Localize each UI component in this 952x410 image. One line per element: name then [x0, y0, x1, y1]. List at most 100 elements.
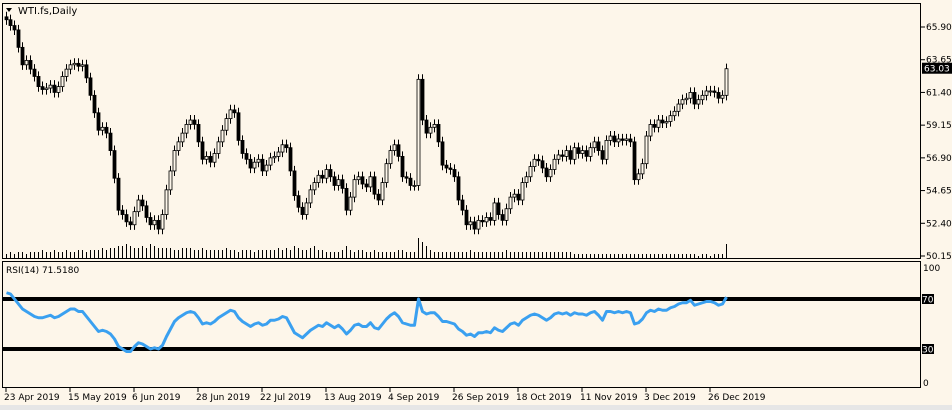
candle-bullish — [504, 208, 509, 221]
candle-bearish — [236, 112, 241, 141]
candle-bearish — [420, 78, 425, 121]
candle-bearish — [692, 92, 697, 105]
candle-bullish — [336, 179, 341, 186]
candle-bullish — [152, 219, 157, 226]
candle-bullish — [180, 132, 185, 143]
time-tick-label: 26 Dec 2019 — [708, 393, 766, 403]
candle-bullish — [648, 124, 653, 137]
candle-bearish — [448, 167, 453, 170]
candle-bullish — [60, 76, 65, 88]
candle-bearish — [36, 76, 41, 88]
candle-bearish — [20, 46, 25, 66]
candle-bearish — [156, 219, 161, 230]
price-tick-label: 59.15 — [926, 121, 952, 131]
candle-bearish — [112, 150, 117, 179]
candle-bearish — [660, 119, 665, 124]
candle-bearish — [344, 187, 349, 211]
candle-bearish — [620, 138, 625, 141]
candle-bearish — [396, 144, 401, 157]
triangle-down-icon[interactable] — [6, 8, 12, 12]
candle-bearish — [612, 135, 617, 143]
candle-bullish — [272, 156, 277, 159]
candle-bullish — [380, 182, 385, 201]
time-tick-label: 28 Jun 2019 — [196, 393, 250, 403]
candle-bullish — [392, 144, 397, 151]
candle-bullish — [484, 217, 489, 223]
candle-bearish — [104, 126, 109, 134]
candle-bullish — [312, 182, 317, 191]
candle-bearish — [500, 214, 505, 221]
candle-bullish — [24, 60, 29, 66]
candle-bullish — [160, 214, 165, 230]
candle-bearish — [444, 164, 449, 169]
candle-bearish — [284, 144, 289, 149]
time-tick-label: 6 Jun 2019 — [132, 393, 181, 403]
candle-bearish — [96, 112, 101, 131]
price-tick-label: 54.65 — [926, 187, 952, 197]
candle-bearish — [296, 195, 301, 208]
candle-bullish — [384, 163, 389, 183]
rsi-tick-label: 100 — [923, 264, 940, 274]
candle-bullish — [468, 221, 473, 226]
candle-bullish — [212, 153, 217, 163]
rsi-axis: 100 70 30 0 — [922, 264, 940, 389]
candle-bullish — [48, 84, 53, 89]
candle-bearish — [328, 169, 333, 178]
candle-bearish — [288, 147, 293, 172]
candle-bearish — [364, 183, 369, 188]
candle-bullish — [684, 97, 689, 101]
candle-bearish — [120, 209, 125, 215]
candle-bearish — [424, 119, 429, 134]
candle-bullish — [708, 90, 713, 93]
candle-bearish — [496, 202, 501, 215]
candle-bearish — [76, 62, 81, 67]
candle-bullish — [548, 169, 553, 178]
candle-bearish — [8, 19, 13, 26]
candle-bullish — [68, 64, 73, 70]
candle-bullish — [224, 118, 229, 131]
bottom-scrollbar[interactable] — [0, 405, 952, 410]
candle-bullish — [412, 185, 417, 187]
candle-bullish — [204, 156, 209, 160]
candle-bearish — [260, 158, 265, 172]
candle-bearish — [200, 141, 205, 160]
candle-bullish — [520, 182, 525, 201]
candle-bullish — [616, 138, 621, 143]
rsi-pane-frame — [2, 261, 921, 388]
candle-bearish — [536, 158, 541, 162]
candle-bearish — [40, 86, 45, 90]
candle-bullish — [184, 124, 189, 134]
candle-bullish — [672, 110, 677, 117]
candle-bearish — [440, 141, 445, 166]
candle-bearish — [464, 209, 469, 226]
candle-bullish — [80, 64, 85, 67]
price-tick-label: 50.15 — [926, 252, 952, 262]
candle-bullish — [704, 90, 709, 96]
candle-bullish — [324, 169, 329, 179]
candle-bullish — [640, 163, 645, 175]
candle-bearish — [124, 214, 129, 223]
candle-bullish — [168, 170, 173, 191]
candle-bullish — [172, 150, 177, 172]
candle-bearish — [400, 156, 405, 178]
candle-bearish — [192, 119, 197, 125]
candle-bullish — [688, 92, 693, 99]
rsi-line — [6, 291, 728, 353]
candle-bullish — [700, 94, 705, 101]
candle-bullish — [352, 179, 357, 198]
candle-bearish — [292, 170, 297, 197]
candle-bullish — [432, 124, 437, 128]
candle-bullish — [724, 68, 729, 96]
candle-bearish — [456, 176, 461, 201]
candle-bearish — [320, 174, 325, 179]
rsi-label: RSI(14) 71.5180 — [6, 266, 79, 276]
candle-bullish — [428, 126, 433, 134]
candle-bullish — [188, 119, 193, 125]
time-tick-label: 22 Jul 2019 — [260, 393, 311, 403]
time-tick-label: 3 Dec 2019 — [644, 393, 696, 403]
candle-bullish — [512, 193, 517, 198]
candle-bullish — [216, 141, 221, 154]
time-tick-label: 11 Nov 2019 — [580, 393, 638, 403]
price-tick-label: 61.40 — [926, 88, 952, 98]
